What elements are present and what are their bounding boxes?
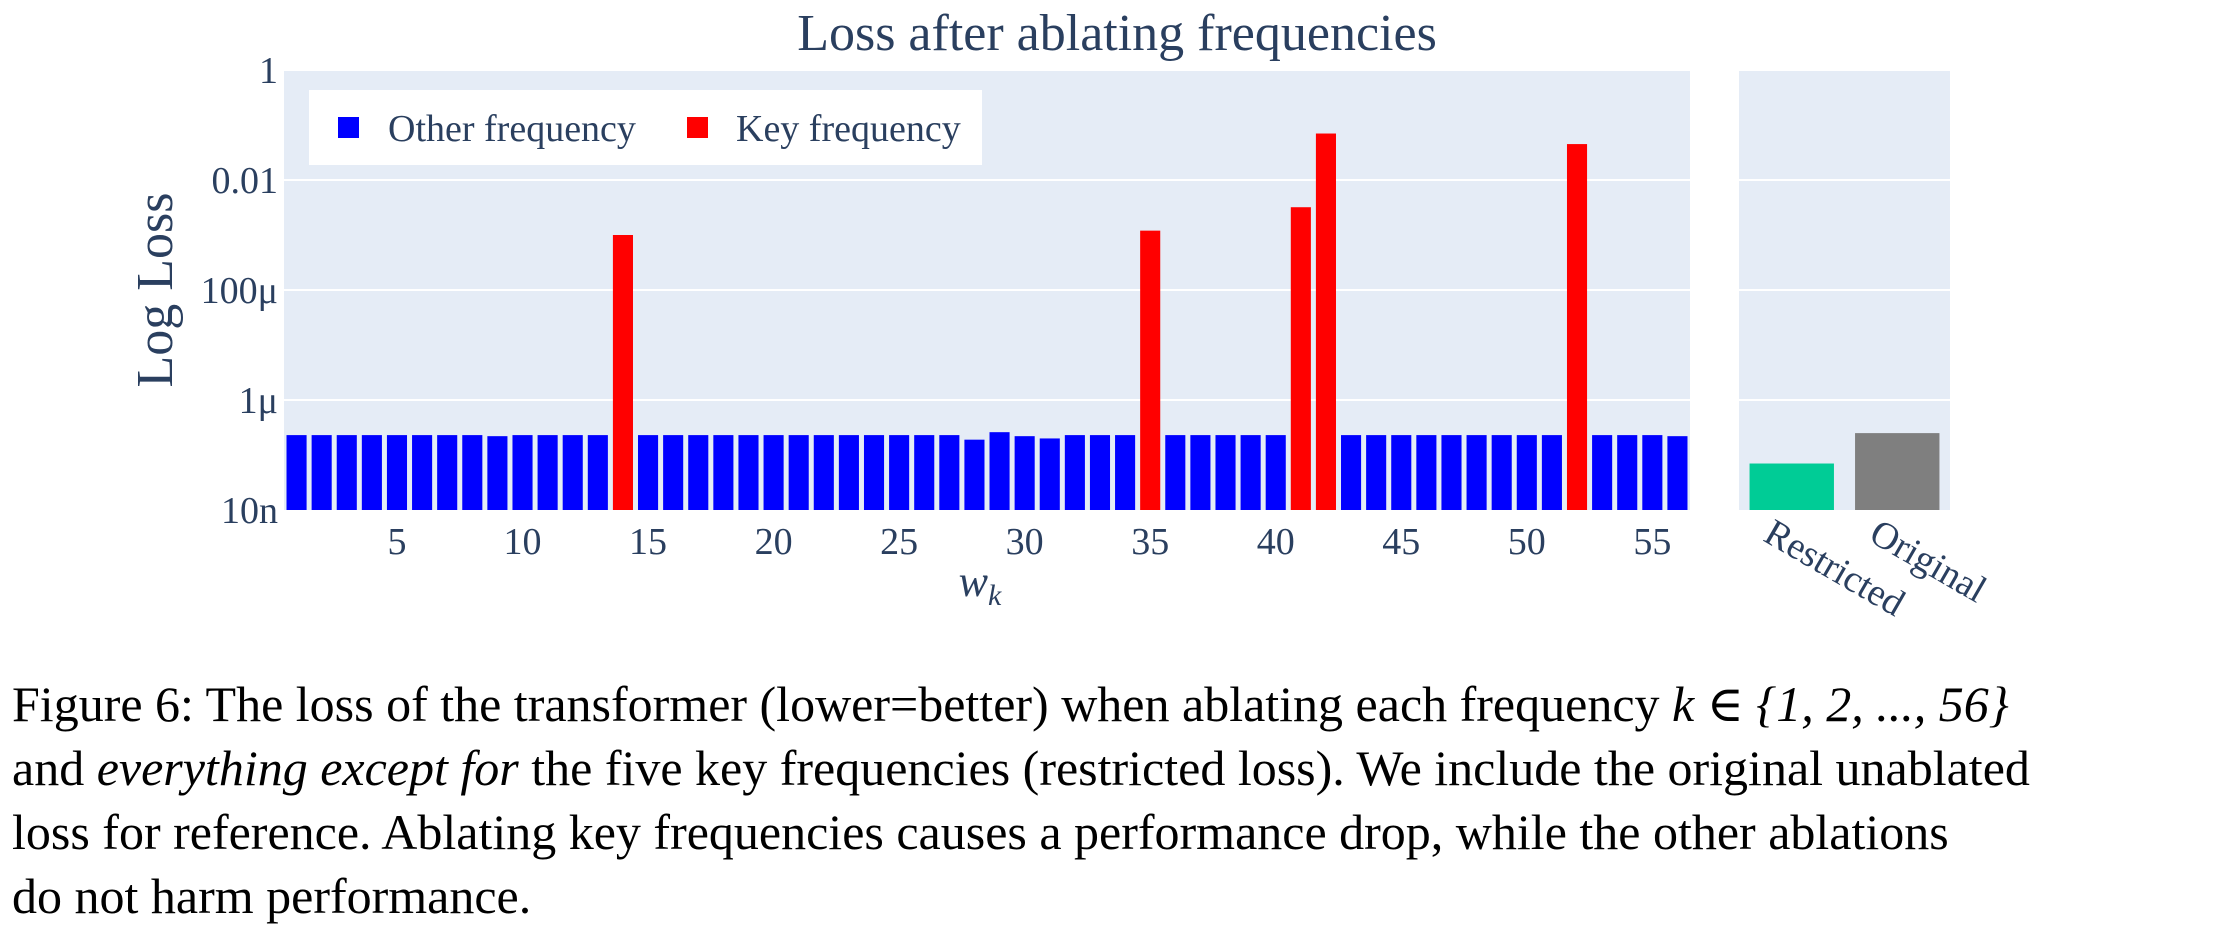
legend: Other frequency Key frequency bbox=[309, 90, 982, 165]
caption-line-2: and everything except for the five key f… bbox=[12, 740, 2030, 796]
other-frequency-bar bbox=[1491, 435, 1512, 510]
other-frequency-bar bbox=[336, 435, 357, 510]
x-tick-label: 25 bbox=[880, 521, 918, 563]
caption-line-1: Figure 6: The loss of the transformer (l… bbox=[12, 676, 2009, 732]
other-frequency-bar bbox=[1516, 435, 1537, 510]
side-bar-original bbox=[1855, 433, 1940, 510]
other-frequency-bar bbox=[1617, 435, 1638, 510]
other-frequency-bar bbox=[1240, 435, 1261, 510]
main-gridlines bbox=[284, 69, 1690, 401]
side-bar-restricted bbox=[1749, 463, 1834, 510]
other-frequency-bar bbox=[964, 439, 985, 510]
other-frequency-bar bbox=[763, 435, 784, 510]
y-tick-label: 100μ bbox=[201, 270, 278, 312]
x-tick-label: 45 bbox=[1382, 521, 1420, 563]
x-tick-label: 50 bbox=[1508, 521, 1546, 563]
other-frequency-bar bbox=[1215, 435, 1236, 510]
other-frequency-bar bbox=[1064, 435, 1085, 510]
x-tick-label: 20 bbox=[755, 521, 793, 563]
legend-label-other: Other frequency bbox=[388, 108, 636, 150]
key-frequency-bar bbox=[1140, 230, 1161, 511]
other-frequency-bar bbox=[512, 435, 533, 510]
other-frequency-bar bbox=[989, 432, 1010, 510]
legend-label-key: Key frequency bbox=[736, 108, 961, 150]
other-frequency-bar bbox=[838, 435, 859, 510]
other-frequency-bar bbox=[1014, 436, 1035, 510]
other-frequency-bar bbox=[863, 435, 885, 510]
other-frequency-bar bbox=[386, 435, 408, 510]
other-frequency-bar bbox=[437, 435, 458, 510]
other-frequency-bar bbox=[1541, 435, 1562, 510]
other-frequency-bar bbox=[688, 435, 709, 510]
other-frequency-bar bbox=[1089, 435, 1111, 510]
other-frequency-bar bbox=[1466, 435, 1487, 510]
other-frequency-bar bbox=[286, 435, 307, 510]
side-bars bbox=[1749, 433, 1940, 510]
other-frequency-bar bbox=[412, 435, 433, 510]
other-frequency-bar bbox=[562, 435, 583, 510]
x-tick-label: 40 bbox=[1257, 521, 1295, 563]
svg-text:wk: wk bbox=[959, 557, 1002, 612]
other-frequency-bar bbox=[914, 435, 935, 510]
other-frequency-bar bbox=[788, 435, 809, 510]
other-frequency-bar bbox=[1165, 435, 1186, 510]
other-frequency-bar bbox=[1441, 435, 1462, 510]
x-tick-label: 5 bbox=[387, 521, 406, 563]
y-tick-label: 1 bbox=[259, 50, 278, 92]
y-axis-ticks: 10n 1μ 100μ 0.01 1 bbox=[201, 50, 278, 532]
other-frequency-bar bbox=[1039, 438, 1060, 510]
other-frequency-bar bbox=[1366, 435, 1387, 510]
other-frequency-bar bbox=[1115, 435, 1136, 510]
other-frequency-bar bbox=[1416, 435, 1437, 510]
other-frequency-bar bbox=[462, 435, 483, 510]
other-frequency-bar bbox=[361, 435, 382, 510]
other-frequency-bar bbox=[1391, 435, 1412, 510]
key-frequency-bar bbox=[612, 235, 633, 510]
other-frequency-bar bbox=[537, 435, 558, 510]
other-frequency-bar bbox=[813, 435, 834, 510]
other-frequency-bar bbox=[1667, 436, 1688, 510]
figure-caption: Figure 6: The loss of the transformer (l… bbox=[12, 672, 2220, 928]
x-tick-label: 55 bbox=[1633, 521, 1671, 563]
x-tick-label: 10 bbox=[504, 521, 542, 563]
other-frequency-bar bbox=[939, 435, 960, 510]
other-frequency-bar bbox=[738, 435, 759, 510]
y-axis-label: Log Loss bbox=[127, 193, 184, 388]
caption-line-3: loss for reference. Ablating key frequen… bbox=[12, 804, 1949, 860]
x-tick-label: 30 bbox=[1006, 521, 1044, 563]
other-frequency-bar bbox=[1265, 435, 1286, 510]
y-tick-label: 1μ bbox=[239, 380, 278, 422]
key-frequency-bar bbox=[1315, 133, 1336, 511]
x-axis-ticks: 5 10 15 20 25 30 35 40 45 50 55 bbox=[387, 521, 1671, 563]
other-frequency-bar bbox=[311, 435, 332, 510]
legend-swatch-other bbox=[338, 117, 359, 138]
other-frequency-bar bbox=[1592, 435, 1613, 510]
x-tick-label: 35 bbox=[1131, 521, 1169, 563]
other-frequency-bar bbox=[587, 435, 608, 510]
chart-title: Loss after ablating frequencies bbox=[797, 5, 1437, 62]
x-tick-label: 15 bbox=[629, 521, 667, 563]
y-tick-label: 0.01 bbox=[212, 160, 279, 202]
side-gridlines bbox=[1739, 69, 1950, 401]
y-tick-label: 10n bbox=[221, 490, 278, 532]
other-frequency-bar bbox=[638, 435, 659, 510]
legend-swatch-key bbox=[687, 117, 708, 138]
other-frequency-bar bbox=[1190, 435, 1211, 510]
chart: Loss after ablating frequencies 10n1μ100… bbox=[127, 5, 1993, 625]
main-bars bbox=[286, 133, 1688, 511]
x-axis-label: wk bbox=[959, 557, 1002, 612]
other-frequency-bar bbox=[889, 435, 910, 510]
other-frequency-bar bbox=[487, 436, 508, 510]
legend-box bbox=[309, 90, 982, 165]
other-frequency-bar bbox=[713, 435, 734, 510]
other-frequency-bar bbox=[1642, 435, 1663, 510]
key-frequency-bar bbox=[1566, 144, 1588, 511]
caption-line-4: do not harm performance. bbox=[12, 868, 532, 924]
other-frequency-bar bbox=[663, 435, 684, 510]
other-frequency-bar bbox=[1341, 435, 1362, 510]
key-frequency-bar bbox=[1290, 207, 1311, 511]
